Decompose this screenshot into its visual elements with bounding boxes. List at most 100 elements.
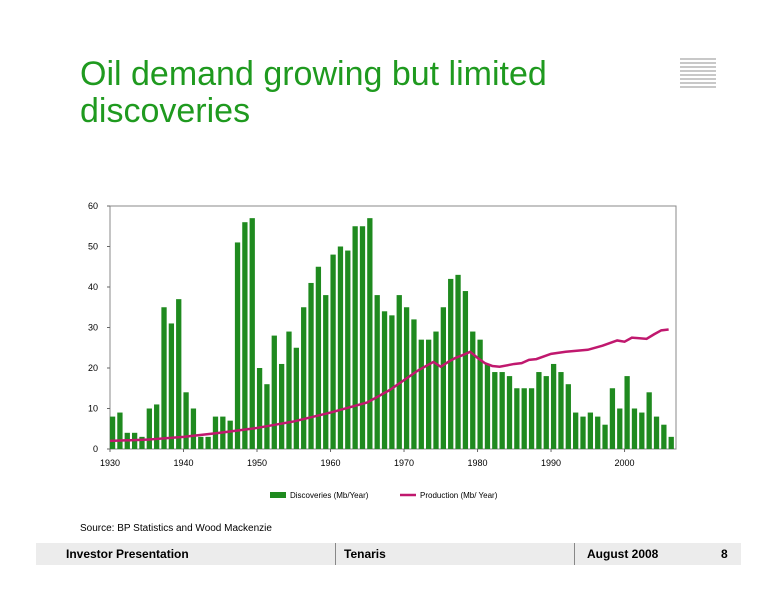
footer-date: August 2008 [587,547,659,561]
discovery-bar [293,347,299,449]
x-tick-label: 1970 [394,458,414,468]
x-tick-label: 1940 [173,458,193,468]
discovery-bar [286,331,292,449]
x-tick-label: 1980 [468,458,488,468]
discovery-bar [161,307,167,449]
x-tick-label: 1960 [321,458,341,468]
discovery-bar [418,339,424,449]
discovery-bar [455,274,461,449]
y-tick-label: 50 [88,242,98,252]
y-tick-label: 60 [88,201,98,211]
discovery-bar [117,412,123,449]
footer-presentation-label: Investor Presentation [66,547,189,561]
discovery-bar [506,376,513,449]
discovery-bar [109,416,116,449]
discovery-bar [639,412,645,449]
discovery-bar [352,226,358,449]
discovery-bar [264,384,270,449]
discovery-bar [242,222,248,449]
discovery-bar [323,295,329,449]
y-tick-label: 10 [88,404,98,414]
discovery-bar [337,246,344,449]
discovery-bar [528,388,535,449]
discovery-bar [631,408,638,449]
discovery-bar [624,376,630,449]
production-line [109,328,669,443]
discovery-bar [477,339,483,449]
discovery-bar [190,408,197,449]
decorative-stripes-icon [680,58,716,90]
discovery-bar [573,412,579,449]
x-tick-label: 2000 [615,458,635,468]
source-note: Source: BP Statistics and Wood Mackenzie [80,523,272,534]
discovery-bar [381,311,388,449]
discovery-bar [301,307,307,449]
discovery-bar [580,416,586,449]
discovery-bar [550,363,557,449]
discovery-bar [558,372,564,449]
footer-bar: Investor Presentation Tenaris August 200… [36,543,741,565]
discovery-bar [389,315,395,449]
discovery-bar [256,368,263,449]
discovery-bar [227,420,233,449]
y-tick-label: 40 [88,282,98,292]
x-tick-label: 1950 [247,458,267,468]
discovery-bar [176,299,182,449]
discovery-bar [499,372,505,449]
footer-page-number: 8 [721,547,728,561]
discovery-bar [617,408,623,449]
discovery-bar [374,295,380,449]
discovery-bars [109,218,674,449]
discovery-bar [668,436,674,449]
footer-divider [335,543,336,565]
discovery-bar [396,295,402,449]
y-tick-label: 0 [93,444,98,454]
x-tick-label: 1930 [100,458,120,468]
discovery-bar [514,388,520,449]
discovery-bar [646,392,652,449]
footer-company: Tenaris [344,547,386,561]
footer-divider [574,543,575,565]
discovery-bar [330,254,336,449]
discovery-bar [609,388,616,449]
discovery-bar [661,424,667,449]
y-axis: 0 10 20 30 40 50 60 [88,201,110,454]
discovery-bar [205,436,211,449]
discovery-bar [234,242,241,449]
legend: Discoveries (Mb/Year) Production (Mb/ Ye… [270,491,498,500]
discovery-bar [484,363,491,449]
discovery-bar [271,335,277,449]
discovery-bar [492,372,498,449]
y-tick-label: 20 [88,363,98,373]
discovery-bar [183,392,189,449]
x-axis: 1930 1940 1950 1960 1970 1980 1990 2000 [100,449,635,468]
discovery-bar [440,307,446,449]
discovery-bar [411,319,417,449]
discovery-bar [448,278,454,449]
discovery-bar [565,384,571,449]
discovery-bar [198,436,204,449]
discovery-bar [426,339,432,449]
discovery-bar [543,376,549,449]
discovery-bar [595,416,601,449]
discovery-bar [587,412,594,449]
discovery-bar [367,218,373,449]
discovery-bar [521,388,527,449]
y-tick-label: 30 [88,323,98,333]
slide-title: Oil demand growing but limited discoveri… [80,55,547,130]
discovery-bar [249,218,255,449]
discovery-bar [168,323,175,449]
legend-swatch-discoveries [270,492,286,498]
discovery-bar [154,404,160,449]
discovery-bar [146,408,152,449]
discovery-bar [536,372,542,449]
discovery-bar [278,363,285,449]
legend-label-discoveries: Discoveries (Mb/Year) [290,491,369,500]
discovery-bar [308,282,314,449]
discovery-bar [139,436,145,449]
discovery-bar [470,331,476,449]
discovery-bar [653,416,660,449]
discovery-bar [462,291,469,449]
legend-label-production: Production (Mb/ Year) [420,491,498,500]
